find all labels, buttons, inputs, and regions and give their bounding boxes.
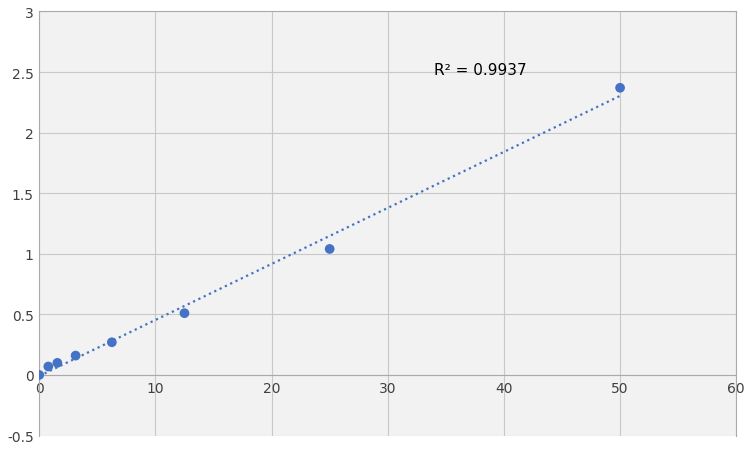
Text: R² = 0.9937: R² = 0.9937 <box>434 63 527 78</box>
Point <box>323 246 335 253</box>
Point <box>42 363 54 370</box>
Point <box>106 339 118 346</box>
Point <box>51 359 63 367</box>
Point <box>33 372 45 379</box>
Point <box>70 352 82 359</box>
Point <box>614 85 626 92</box>
Point <box>178 310 190 317</box>
